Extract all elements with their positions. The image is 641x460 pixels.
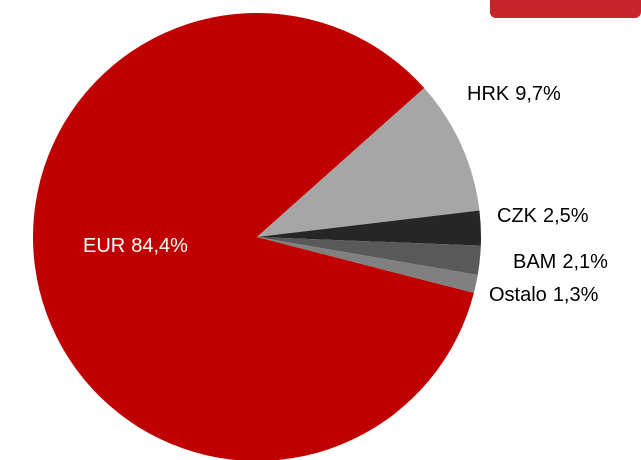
- slice-value: 2,5%: [543, 205, 589, 227]
- slice-category: BAM: [513, 251, 556, 273]
- slice-value: 1,3%: [553, 284, 599, 306]
- slice-category: CZK: [497, 205, 538, 227]
- slice-category: HRK: [467, 83, 510, 105]
- header-tab: [490, 0, 641, 18]
- slice-value: 9,7%: [515, 83, 561, 105]
- pie-slice: [33, 13, 474, 460]
- slice-value: 84,4%: [131, 235, 188, 257]
- pie-slice: [257, 87, 480, 237]
- pie-slice: [257, 210, 482, 246]
- slice-label: EUR 84,4%: [83, 235, 188, 257]
- slice-category: EUR: [83, 235, 125, 257]
- slice-label: CZK 2,5%: [497, 205, 589, 227]
- pie-slice: [257, 237, 481, 276]
- slice-category: Ostalo: [489, 284, 547, 306]
- slice-value: 2,1%: [562, 251, 608, 273]
- pie-slice: [257, 237, 478, 293]
- slice-label: BAM 2,1%: [513, 251, 608, 273]
- slice-label: Ostalo 1,3%: [489, 284, 599, 306]
- slice-label: HRK 9,7%: [467, 83, 561, 105]
